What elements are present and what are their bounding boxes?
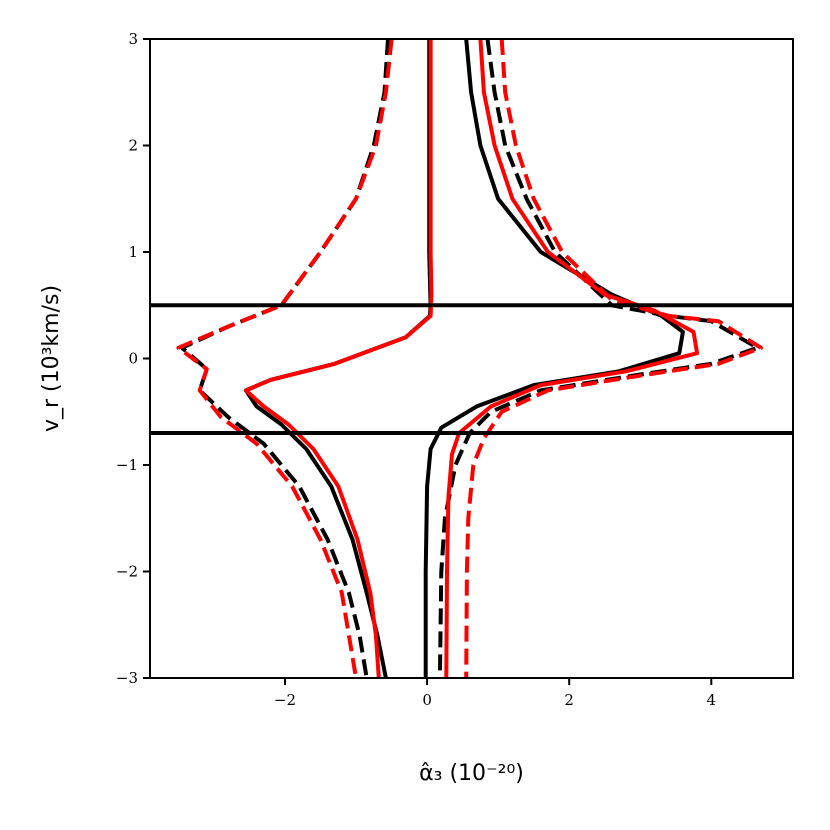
y-tick-label: 3: [128, 30, 138, 48]
y-tick-label: −1: [116, 456, 138, 474]
y-tick-label: 0: [128, 350, 138, 368]
series-line-3: [180, 39, 390, 678]
series-line-6: [444, 39, 700, 678]
x-tick-label: −2: [274, 691, 296, 709]
x-axis: −2 0 2 4: [274, 678, 716, 709]
y-axis: −3 −2 −1 0 1 2 3: [116, 30, 150, 687]
series-line-7: [176, 39, 394, 678]
x-tick-label: 0: [422, 691, 432, 709]
y-tick-label: 1: [128, 243, 138, 261]
series-line-8: [464, 39, 763, 678]
x-tick-label: 2: [564, 691, 574, 709]
y-tick-label: 2: [128, 137, 138, 155]
series-line-5: [243, 39, 434, 678]
y-tick-label: −2: [116, 563, 138, 581]
y-axis-label: v_r (10³km/s): [39, 285, 64, 432]
x-tick-label: 4: [707, 691, 717, 709]
x-axis-label: α̂₃ (10⁻²⁰): [419, 761, 524, 786]
plot-area: [150, 39, 793, 678]
series-line-2: [423, 39, 685, 678]
y-tick-label: −3: [116, 669, 138, 687]
plot-frame: [149, 38, 794, 679]
series-line-4: [437, 39, 760, 678]
